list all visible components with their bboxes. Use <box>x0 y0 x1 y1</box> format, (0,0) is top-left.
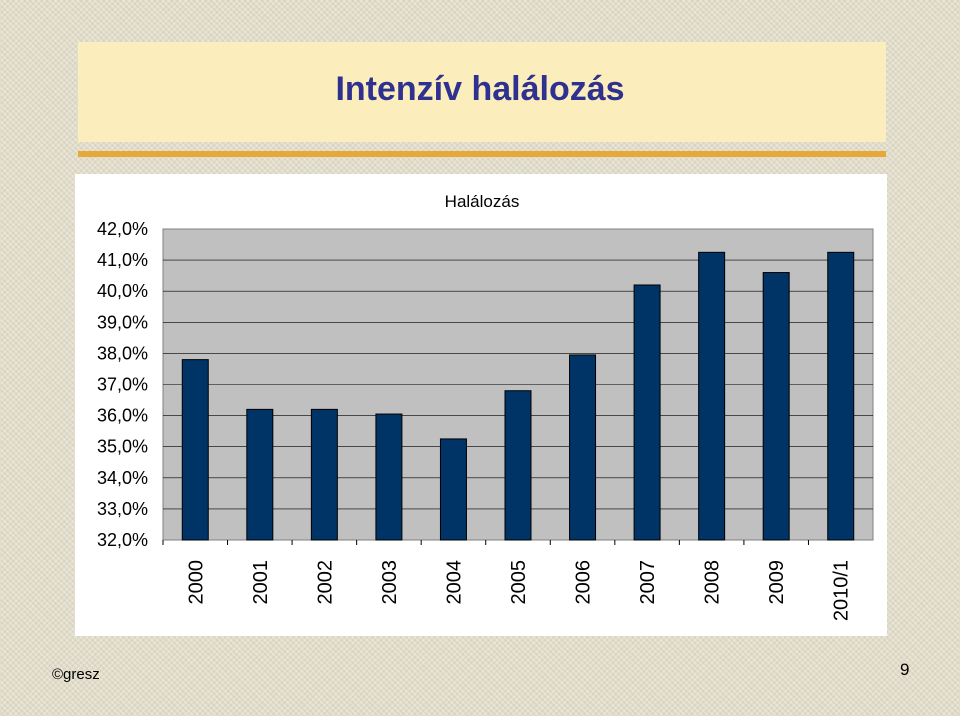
x-tick-label: 2008 <box>702 560 724 605</box>
x-tick-label: 2006 <box>573 560 595 605</box>
y-tick-label: 36,0% <box>97 406 148 426</box>
y-tick-label: 39,0% <box>97 312 148 332</box>
title-underline <box>78 151 886 157</box>
x-tick-label: 2007 <box>637 560 659 605</box>
bar-2000 <box>181 359 209 541</box>
y-tick-label: 42,0% <box>97 219 148 239</box>
gridlines <box>163 259 873 510</box>
x-tick-label: 2004 <box>443 560 465 605</box>
bars <box>162 251 855 545</box>
bar-2003 <box>375 413 403 541</box>
bar-2009 <box>762 272 790 541</box>
slide-title: Intenzív halálozás <box>335 70 625 108</box>
x-tick-label: 2002 <box>314 560 336 605</box>
y-tick-label: 40,0% <box>97 281 148 301</box>
y-tick-label: 33,0% <box>97 499 148 519</box>
bar-2008 <box>698 251 726 541</box>
y-tick-label: 38,0% <box>97 343 148 363</box>
x-tick-label: 2005 <box>508 560 530 605</box>
chart-title: Halálozás <box>445 192 520 211</box>
bar-2007 <box>633 284 661 541</box>
copyright-label: ©gresz <box>52 666 100 683</box>
x-tick-label: 2009 <box>766 560 788 605</box>
bar-2010-1 <box>827 251 855 541</box>
x-tick-label: 2001 <box>250 560 272 605</box>
x-tick-label: 2000 <box>185 560 207 605</box>
y-tick-label: 37,0% <box>97 375 148 395</box>
bar-2005 <box>504 390 532 541</box>
x-tick-label: 2003 <box>379 560 401 605</box>
y-tick-label: 41,0% <box>97 250 148 270</box>
y-tick-label: 35,0% <box>97 437 148 457</box>
bar-2001 <box>246 408 274 541</box>
y-axis-tick-labels: 32,0% 33,0% 34,0% 35,0% 36,0% 37,0% 38,0% 39,0%… <box>97 219 148 550</box>
title-box <box>78 42 886 142</box>
y-tick-label: 34,0% <box>97 468 148 488</box>
bar-2006 <box>569 354 597 541</box>
x-axis-tick-labels: 2000 2001 2002 2003 2004 2005 2006 2007 2008 2009… <box>185 560 852 621</box>
y-tick-label: 32,0% <box>97 530 148 550</box>
x-tick-label: 2010/1 <box>831 560 853 621</box>
page-number: 9 <box>900 660 910 679</box>
bar-2002 <box>310 408 338 541</box>
bar-2004 <box>439 438 467 541</box>
